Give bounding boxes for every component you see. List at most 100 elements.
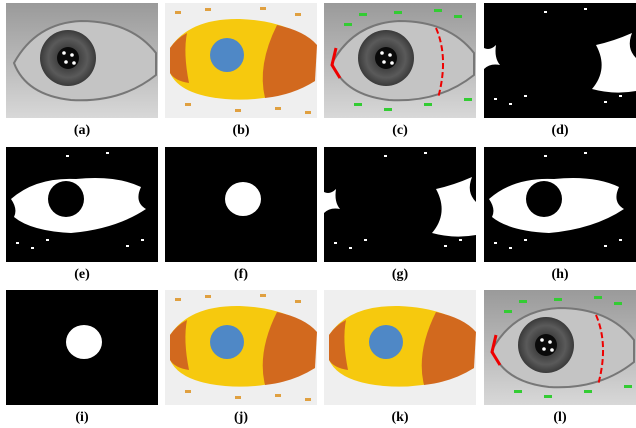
mask-noise [16, 242, 19, 244]
green-spot [384, 108, 392, 111]
panel [165, 147, 317, 262]
panel-label: (k) [391, 410, 408, 425]
glint [548, 340, 552, 344]
green-spot [514, 390, 522, 393]
glint [70, 53, 74, 57]
mask-noise [126, 245, 129, 247]
green-spot [344, 23, 352, 26]
mask-noise [424, 152, 427, 154]
mask-noise [544, 155, 547, 157]
green-spot [424, 103, 432, 106]
noise [305, 398, 311, 401]
green-spot [434, 9, 442, 12]
panel-label: (e) [74, 267, 90, 282]
panel-label: (j) [234, 410, 248, 425]
mask-noise [459, 239, 462, 241]
glint [542, 347, 546, 351]
panel-label: (i) [75, 410, 89, 425]
panel-label: (f) [234, 267, 248, 282]
panel-label: (b) [232, 123, 249, 138]
panel [484, 3, 636, 118]
noise [185, 390, 191, 393]
panel [6, 290, 158, 405]
noise [305, 111, 311, 114]
panel [324, 290, 476, 405]
glint [388, 53, 392, 57]
figure: (a)(b)(c)(d)(e)(f)(g)(h)(i)(j)(k)(l) [0, 0, 636, 428]
mask-noise [46, 239, 49, 241]
glint [380, 51, 384, 55]
green-spot [624, 385, 632, 388]
mask-noise [509, 247, 512, 249]
mask-noise [334, 242, 337, 244]
panel [165, 290, 317, 405]
green-spot [554, 298, 562, 301]
mask-noise [66, 155, 69, 157]
glint [550, 348, 554, 352]
mask-hole [526, 181, 562, 217]
panel [165, 3, 317, 118]
panel-label: (c) [392, 123, 408, 138]
panel-label: (d) [551, 123, 568, 138]
mask-iris [225, 182, 261, 216]
green-spot [584, 390, 592, 393]
mask-noise [106, 152, 109, 154]
mask-hole [48, 181, 84, 217]
mask-noise [494, 98, 497, 100]
noise [175, 298, 181, 301]
noise [235, 396, 241, 399]
mask-noise [444, 245, 447, 247]
mask-noise [604, 245, 607, 247]
noise [185, 103, 191, 106]
pupil [375, 47, 397, 69]
iris-region [369, 325, 403, 359]
mask-noise [584, 8, 587, 10]
mask-noise [384, 155, 387, 157]
mask-noise [509, 103, 512, 105]
panel [484, 290, 636, 405]
noise [235, 109, 241, 112]
glint [540, 338, 544, 342]
noise [295, 13, 301, 16]
noise [260, 7, 266, 10]
panel [324, 147, 476, 262]
panel-label: (l) [553, 410, 567, 425]
mask-noise [524, 95, 527, 97]
panel [324, 3, 476, 118]
mask-noise [524, 239, 527, 241]
mask-noise [619, 95, 622, 97]
mask-noise [584, 152, 587, 154]
mask-noise [604, 101, 607, 103]
panel-label: (a) [74, 123, 91, 138]
green-spot [464, 98, 472, 101]
green-spot [354, 103, 362, 106]
green-spot [359, 13, 367, 16]
green-spot [614, 302, 622, 305]
green-spot [504, 310, 512, 313]
pupil [535, 334, 557, 356]
pupil [57, 47, 79, 69]
mask-iris [66, 325, 102, 359]
iris-region [210, 38, 244, 72]
green-spot [519, 300, 527, 303]
noise [260, 294, 266, 297]
green-spot [454, 15, 462, 18]
glint [382, 60, 386, 64]
noise [295, 300, 301, 303]
noise [175, 11, 181, 14]
glint [62, 51, 66, 55]
glint [72, 61, 76, 65]
mask-noise [544, 11, 547, 13]
noise [205, 8, 211, 11]
iris-region [210, 325, 244, 359]
noise [275, 107, 281, 110]
mask-noise [619, 239, 622, 241]
glint [390, 61, 394, 65]
mask-noise [494, 242, 497, 244]
mask-noise [349, 247, 352, 249]
green-spot [544, 395, 552, 398]
mask-noise [364, 239, 367, 241]
noise [205, 295, 211, 298]
mask-noise [31, 247, 34, 249]
green-spot [394, 11, 402, 14]
